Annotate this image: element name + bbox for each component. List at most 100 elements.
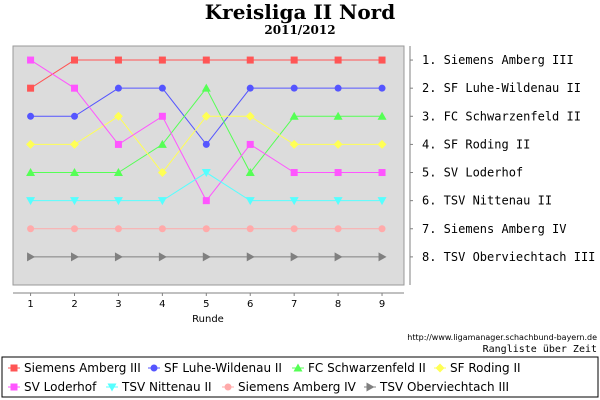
- data-point: [378, 169, 386, 177]
- data-point: [158, 252, 167, 262]
- legend-label: SF Roding II: [450, 361, 521, 375]
- legend-marker: [10, 383, 18, 391]
- legend-label: TSV Nittenau II: [121, 380, 212, 394]
- data-point: [289, 111, 299, 120]
- legend-marker: [150, 364, 158, 372]
- data-point: [377, 111, 387, 120]
- data-point: [27, 225, 35, 233]
- legend-marker: [366, 382, 375, 392]
- data-point: [70, 139, 80, 149]
- data-point: [334, 56, 342, 64]
- caption: Rangliste über Zeit: [483, 344, 597, 355]
- data-point: [289, 197, 299, 206]
- legend-item: SV Loderhof: [8, 380, 97, 394]
- x-axis-label: Runde: [192, 314, 224, 325]
- legend-label: FC Schwarzenfeld II: [308, 361, 426, 375]
- data-point: [245, 168, 255, 177]
- x-tick-label: 7: [291, 299, 297, 310]
- rank-tick-label: 8. TSV Oberviechtach III: [422, 250, 595, 264]
- data-point: [27, 112, 35, 120]
- data-point: [113, 111, 123, 121]
- data-point: [158, 112, 166, 120]
- data-point: [71, 84, 79, 92]
- x-ticks: 1 2 3 4 5 6 7 8 9: [27, 293, 385, 310]
- data-point: [245, 111, 255, 121]
- legend-box: [1, 356, 599, 398]
- data-point: [246, 56, 254, 64]
- chart-title: Kreisliga II Nord: [204, 0, 396, 24]
- x-tick-label: 6: [247, 299, 253, 310]
- legend: Siemens Amberg III SF Luhe-Wildenau II FC …: [8, 361, 521, 394]
- legend-marker: [10, 364, 18, 372]
- x-tick-label: 4: [159, 299, 165, 310]
- data-point: [378, 225, 386, 233]
- data-point: [158, 56, 166, 64]
- legend-item: FC Schwarzenfeld II: [292, 361, 426, 375]
- legend-label: Siemens Amberg III: [24, 361, 141, 375]
- data-point: [333, 111, 343, 120]
- data-point: [334, 225, 342, 233]
- series-6: [26, 169, 387, 206]
- data-point: [26, 197, 36, 206]
- data-point: [334, 84, 342, 92]
- data-point: [26, 139, 36, 149]
- data-point: [114, 140, 122, 148]
- x-tick-label: 8: [335, 299, 341, 310]
- data-point: [202, 56, 210, 64]
- data-point: [378, 84, 386, 92]
- data-point: [114, 252, 123, 262]
- source-url: http://www.ligamanager.schachbund-bayern…: [407, 333, 597, 342]
- series-2: [27, 84, 386, 148]
- data-point: [378, 56, 386, 64]
- data-point: [27, 56, 35, 64]
- data-point: [246, 84, 254, 92]
- legend-item: SF Luhe-Wildenau II: [148, 361, 282, 375]
- x-tick-label: 5: [203, 299, 209, 310]
- data-point: [27, 252, 36, 262]
- data-point: [334, 252, 343, 262]
- x-tick-label: 2: [71, 299, 77, 310]
- rank-tick-label: 7. Siemens Amberg IV: [422, 222, 567, 236]
- x-tick-label: 1: [27, 299, 33, 310]
- data-point: [377, 197, 387, 206]
- data-point: [202, 197, 210, 205]
- data-point: [333, 139, 343, 149]
- series-4: [26, 111, 387, 178]
- data-point: [333, 197, 343, 206]
- data-point: [113, 197, 123, 206]
- data-point: [71, 112, 79, 120]
- data-point: [290, 252, 299, 262]
- data-point: [377, 139, 387, 149]
- data-point: [157, 139, 167, 148]
- data-point: [201, 83, 211, 92]
- legend-marker: [435, 363, 445, 373]
- data-point: [113, 168, 123, 177]
- legend-item: TSV Oberviechtach III: [364, 380, 509, 394]
- data-point: [157, 168, 167, 178]
- data-point: [201, 169, 211, 178]
- rank-tick-label: 4. SF Roding II: [422, 137, 530, 151]
- data-point: [114, 56, 122, 64]
- data-point: [202, 225, 210, 233]
- x-tick-label: 3: [115, 299, 121, 310]
- data-point: [202, 140, 210, 148]
- rank-tick-label: 1. Siemens Amberg III: [422, 53, 574, 67]
- plot-area: [12, 45, 405, 286]
- rank-tick-label: 2. SF Luhe-Wildenau II: [422, 81, 581, 95]
- data-point: [378, 252, 387, 262]
- series-group: [26, 56, 387, 262]
- data-point: [27, 84, 35, 92]
- legend-label: Siemens Amberg IV: [238, 380, 357, 394]
- data-point: [290, 84, 298, 92]
- series-7: [27, 225, 386, 233]
- data-point: [245, 197, 255, 206]
- legend-item: SF Roding II: [434, 361, 521, 375]
- data-point: [71, 225, 79, 233]
- chart-subtitle: 2011/2012: [264, 23, 336, 37]
- rank-ticks: 1. Siemens Amberg III 2. SF Luhe-Wildenau…: [410, 53, 595, 264]
- x-tick-label: 9: [379, 299, 385, 310]
- data-point: [114, 84, 122, 92]
- data-point: [202, 252, 211, 262]
